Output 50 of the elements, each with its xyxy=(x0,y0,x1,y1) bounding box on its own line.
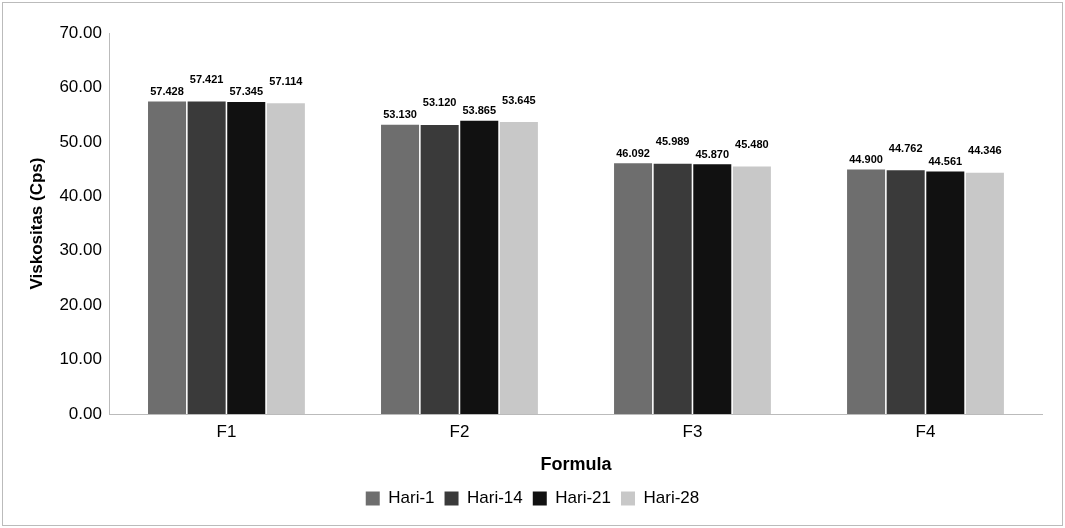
bar xyxy=(148,101,187,414)
x-tick-label: F1 xyxy=(216,421,237,441)
data-label: 57.421 xyxy=(189,73,224,85)
y-tick-label: 60.00 xyxy=(59,77,102,97)
data-label: 46.092 xyxy=(616,146,650,159)
bar xyxy=(381,124,420,414)
bar xyxy=(614,163,653,414)
bar xyxy=(732,166,771,414)
bar xyxy=(227,101,266,414)
data-label: 45.870 xyxy=(695,147,730,160)
y-tick-label: 50.00 xyxy=(59,131,102,151)
legend-label: Hari-28 xyxy=(643,488,700,508)
y-tick-label: 70.00 xyxy=(59,22,102,42)
bar xyxy=(460,120,499,414)
y-tick-label: 30.00 xyxy=(59,240,102,260)
data-label: 45.989 xyxy=(655,135,690,148)
x-tick-label: F3 xyxy=(682,421,703,441)
legend-label: Hari-14 xyxy=(467,488,523,508)
bar xyxy=(847,169,886,414)
y-axis-title: Viskositas (Cps) xyxy=(26,157,46,290)
data-label: 44.561 xyxy=(928,154,963,167)
data-label: 53.130 xyxy=(383,108,417,121)
bar xyxy=(693,164,732,414)
legend-label: Hari-1 xyxy=(388,488,435,508)
y-tick-label: 20.00 xyxy=(59,294,102,314)
data-label: 53.645 xyxy=(502,93,536,106)
bar xyxy=(886,170,925,414)
bar xyxy=(420,124,459,414)
bar xyxy=(266,103,305,414)
bar xyxy=(926,171,965,414)
data-label: 53.865 xyxy=(462,104,497,117)
x-tick-label: F4 xyxy=(915,421,936,441)
legend-label: Hari-21 xyxy=(555,488,612,508)
y-tick-label: 10.00 xyxy=(59,349,102,369)
data-label: 45.480 xyxy=(735,137,769,150)
bar xyxy=(187,101,226,414)
data-label: 57.114 xyxy=(269,74,304,87)
data-label: 57.345 xyxy=(229,85,264,98)
data-label: 44.900 xyxy=(849,153,883,166)
data-label: 57.428 xyxy=(150,84,184,97)
x-tick-label: F2 xyxy=(449,421,470,441)
y-tick-label: 0.00 xyxy=(68,403,102,423)
bar xyxy=(499,122,538,414)
data-label: 53.120 xyxy=(422,96,457,109)
bar xyxy=(965,172,1004,414)
y-tick-label: 40.00 xyxy=(59,185,102,205)
data-label: 44.346 xyxy=(968,144,1002,157)
x-axis-title: Formula xyxy=(540,454,613,475)
data-label: 44.762 xyxy=(888,141,923,154)
bar xyxy=(653,163,692,414)
